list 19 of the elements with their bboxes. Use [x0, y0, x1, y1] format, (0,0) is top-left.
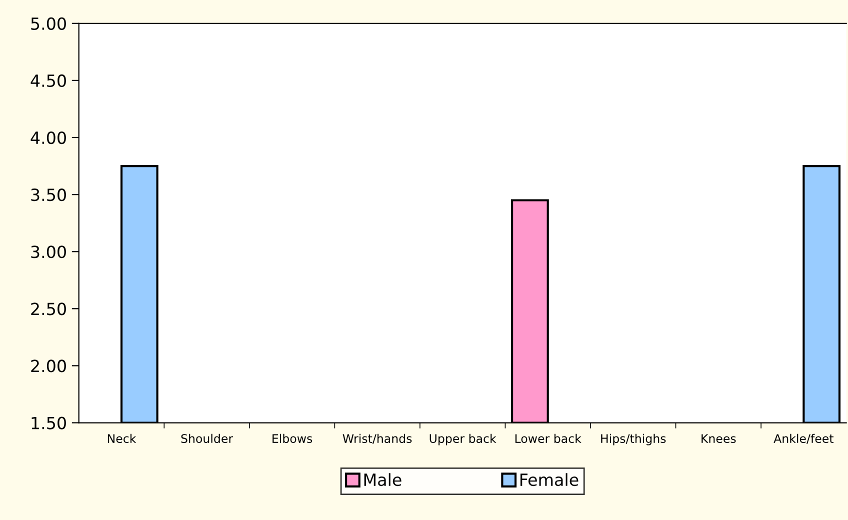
x-tick-label: Upper back [430, 434, 496, 446]
y-tick-label: 5.00 [31, 17, 66, 30]
y-tick-label: 4.50 [30, 74, 66, 88]
x-tick-label: Elbows [272, 434, 312, 444]
x-tick-label: Wrist/hands [342, 434, 412, 444]
y-tick-label: 3.00 [31, 246, 66, 258]
x-tick-label: Lower back [515, 434, 582, 444]
y-tick-label: 4.00 [30, 131, 66, 144]
y-tick-label: 2.00 [31, 360, 66, 372]
y-tick-label: 2.50 [31, 302, 66, 316]
y-tick-label: 1.50 [32, 416, 66, 430]
legend-label: Female [520, 473, 578, 486]
x-tick-label: Knees [702, 434, 736, 444]
legend-label: Male [364, 473, 402, 486]
x-tick-label: Ankle/feet [774, 434, 834, 444]
x-tick-label: Shoulder [181, 434, 234, 444]
x-tick-label: Hips/thighs [601, 434, 666, 446]
x-tick-label: Neck [108, 434, 136, 444]
y-tick-label: 3.50 [31, 188, 66, 202]
